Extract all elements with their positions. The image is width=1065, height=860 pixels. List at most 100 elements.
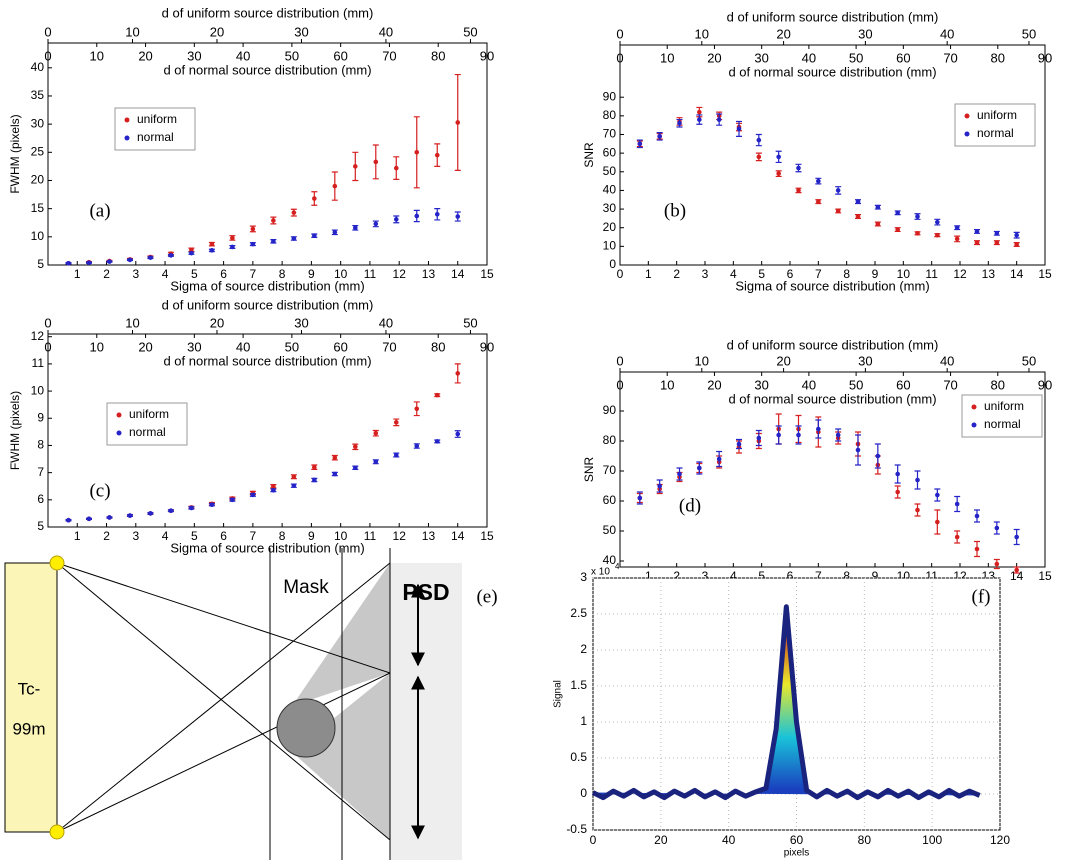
top-tick-label: 20 — [707, 50, 721, 65]
point — [271, 483, 276, 489]
top-tick-label: 0 — [44, 48, 51, 63]
point — [935, 519, 940, 525]
point — [776, 432, 781, 438]
top-tick-label: 0 — [44, 339, 51, 354]
ray — [56, 562, 391, 841]
top-tick-label: 40 — [236, 48, 250, 63]
y-tick-label: 3 — [580, 570, 587, 584]
x-tick-label: 7 — [250, 267, 257, 281]
x-tick-label: 2 — [673, 569, 680, 583]
x-tick-label: 5 — [758, 569, 765, 583]
mask-label: Mask — [283, 577, 329, 598]
x-tick-label: 6 — [220, 529, 227, 543]
top-tick-label: 60 — [333, 339, 347, 354]
y-axis-title: SNR — [582, 142, 596, 168]
top-tick-label: 40 — [236, 339, 250, 354]
top-tick-label: 0 — [616, 353, 623, 368]
x-tick-label: 6 — [787, 267, 794, 281]
top-tick-label: 60 — [333, 48, 347, 63]
mask-ball — [276, 698, 336, 758]
point — [1014, 232, 1019, 238]
point — [974, 546, 980, 552]
y-tick-label: 15 — [31, 201, 45, 215]
y-tick-label: 6 — [37, 492, 44, 506]
y-tick-label: 2 — [580, 642, 587, 656]
y-tick-label: 30 — [31, 116, 45, 130]
top-tick-label: 80 — [991, 377, 1005, 392]
x-tick-label: 120 — [990, 833, 1010, 847]
top-tick-label: 80 — [991, 50, 1005, 65]
top-tick-label: 60 — [896, 50, 910, 65]
point — [776, 171, 781, 176]
x-tick-label: 60 — [790, 833, 804, 847]
source-label: Tc- — [18, 679, 41, 698]
point — [796, 432, 801, 438]
x-tick-label: 9 — [872, 569, 879, 583]
point — [835, 432, 841, 438]
signal-surface — [591, 604, 981, 801]
point — [373, 159, 379, 165]
point-source — [49, 824, 65, 840]
multiplier: x 10 — [591, 567, 610, 578]
point — [312, 196, 317, 201]
top-tick-label: 10 — [695, 353, 709, 368]
top-tick-label: 90 — [1038, 50, 1052, 65]
x-axis-title: Sigma of source distribution (mm) — [170, 278, 364, 293]
point — [127, 257, 133, 263]
point — [434, 211, 440, 217]
point — [994, 561, 1000, 567]
top-tick-label: 0 — [616, 26, 623, 41]
y-axis-title: FWHM (pixels) — [8, 391, 22, 470]
y-tick-label: 8 — [37, 438, 44, 452]
x-tick-label: 0 — [590, 833, 597, 847]
top-tick-label: 10 — [695, 26, 709, 41]
point — [716, 456, 722, 462]
legend-box — [961, 394, 1043, 438]
x-tick-label: 2 — [103, 267, 110, 281]
y-tick-label: 20 — [31, 173, 45, 187]
multiplier-exponent: 4 — [615, 562, 620, 571]
top-tick-label: 40 — [802, 377, 816, 392]
y-tick-label: 35 — [31, 88, 45, 102]
point — [1014, 242, 1019, 247]
point — [637, 495, 643, 501]
point — [393, 165, 399, 171]
point — [935, 232, 940, 238]
legend-marker — [971, 422, 977, 428]
plot-frame — [47, 42, 488, 266]
legend-label: uniform — [129, 407, 169, 421]
x-tick-label: 0 — [617, 267, 624, 281]
point — [816, 426, 821, 432]
legend-marker — [124, 117, 130, 123]
point — [455, 214, 461, 219]
x-tick-label: 12 — [393, 267, 407, 281]
y-tick-label: 5 — [37, 257, 44, 271]
y-tick-label: 50 — [603, 523, 617, 537]
x-tick-label: 6 — [220, 267, 227, 281]
panel-label: (e) — [476, 586, 497, 607]
point — [86, 516, 92, 522]
point — [250, 226, 256, 232]
point — [230, 497, 235, 503]
top-tick-label: 90 — [480, 48, 494, 63]
top-axis-title: d of normal source distribution (mm) — [728, 64, 936, 79]
point — [994, 231, 1000, 236]
point — [915, 477, 920, 483]
y-tick-label: 0 — [580, 786, 587, 800]
x-tick-label: 4 — [162, 267, 169, 281]
point — [756, 435, 762, 441]
x-tick-label: 4 — [730, 267, 737, 281]
point — [353, 444, 358, 450]
x-tick-label: 13 — [982, 267, 996, 281]
point — [895, 210, 900, 216]
point — [189, 247, 194, 253]
legend-label: normal — [984, 417, 1021, 431]
top-axis-title: d of normal source distribution (mm) — [163, 62, 371, 77]
point — [332, 183, 338, 189]
point — [875, 453, 881, 459]
point — [1014, 567, 1019, 573]
point — [332, 471, 338, 477]
x-tick-label: 40 — [722, 833, 736, 847]
x-tick-label: 14 — [1010, 267, 1024, 281]
point — [332, 455, 338, 460]
